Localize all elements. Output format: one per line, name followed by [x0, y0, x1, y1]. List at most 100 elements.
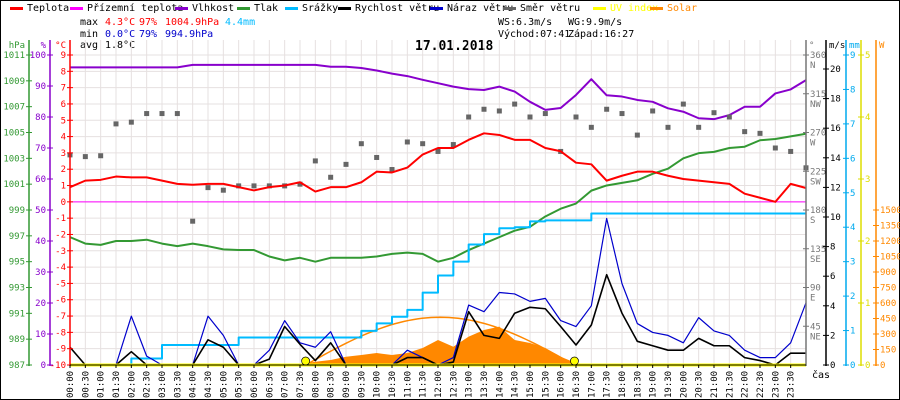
direction-unit-label: ° [809, 41, 814, 51]
x-tick-label: 11:00 [403, 371, 413, 398]
temperature-tick-label: 6 [61, 100, 66, 110]
wind-direction-point [220, 187, 226, 193]
pressure-tick-label: 1003 [3, 154, 25, 164]
x-tick-label: 08:00 [311, 371, 321, 398]
x-tick-label: 06:00 [250, 371, 260, 398]
wind-speed-tick-label: 20 [830, 65, 841, 75]
wind-direction-point [772, 145, 778, 151]
wind-direction-point [190, 218, 196, 224]
solar-tick-label: 150 [880, 346, 896, 356]
wind-direction-point [159, 111, 165, 117]
legend-swatch [338, 7, 351, 10]
wind-direction-point [634, 132, 640, 138]
direction-tick-label: 90 [810, 284, 821, 294]
stat-wind-gust-max: WG:9.9m/s [568, 17, 623, 28]
uv-tick-label: 0 [865, 361, 870, 371]
wind-speed-tick-label: 8 [830, 243, 835, 253]
wind-direction-point [435, 148, 441, 154]
legend-label: Srážky [302, 3, 339, 14]
x-tick-label: 15:30 [541, 371, 551, 398]
wind-direction-point [297, 181, 303, 187]
humidity-tick-label: 20 [35, 299, 46, 309]
sunrise-marker [301, 356, 310, 366]
wind-direction-point [128, 119, 134, 125]
stat-max-humidity: 97% [139, 17, 158, 28]
pressure-tick-label: 993 [9, 284, 25, 294]
temperature-tick-label: -4 [55, 263, 66, 273]
x-tick-label: 12:00 [434, 371, 444, 398]
x-tick-label: 17:30 [603, 371, 613, 398]
solar-area [70, 326, 806, 365]
solar-tick-label: 0 [880, 361, 885, 371]
x-tick-label: 00:00 [66, 371, 76, 398]
pressure-tick-label: 991 [9, 309, 25, 319]
wind-speed-tick-label: 4 [830, 302, 835, 312]
direction-tick-label: 270 [810, 129, 826, 139]
solar-tick-label: 300 [880, 330, 896, 340]
solar-tick-label: 1350 [880, 222, 900, 232]
stat-min-label: min [80, 29, 99, 40]
x-tick-label: 13:30 [480, 371, 490, 398]
x-tick-label: 17:00 [587, 371, 597, 398]
wind-direction-point [113, 121, 119, 127]
wind-speed-tick-label: 10 [830, 213, 841, 223]
x-tick-label: 05:00 [219, 371, 229, 398]
wind-speed-tick-label: 2 [830, 331, 835, 341]
wind-direction-point [619, 111, 625, 117]
x-tick-label: 21:30 [725, 371, 735, 398]
temperature-line [69, 132, 807, 203]
wind-direction-point [542, 111, 548, 117]
stat-sunrise: Východ:07:41 [498, 29, 571, 40]
x-tick-label: 13:00 [465, 371, 475, 398]
temperature-tick-label: -5 [55, 279, 66, 289]
x-tick-label: 03:30 [173, 371, 183, 398]
wind-direction-point [573, 114, 579, 120]
wind-direction-point [588, 124, 594, 130]
temperature-unit-label: °C [55, 41, 66, 51]
x-tick-label: 03:00 [158, 371, 168, 398]
wind-speed-tick-label: 16 [830, 124, 841, 134]
pressure-tick-label: 987 [9, 361, 25, 371]
wind-direction-point [665, 124, 671, 130]
stat-avg-label: avg [80, 40, 99, 51]
humidity-tick-label: 70 [35, 144, 46, 154]
wind-direction-point [420, 141, 426, 147]
chart-title: 17.01.2018 [415, 39, 494, 54]
wind-direction-point [757, 130, 763, 136]
temperature-tick-label: 0 [61, 198, 66, 208]
x-tick-label: 19:30 [664, 371, 674, 398]
stat-min-pressure: 994.9hPa [165, 29, 214, 40]
solar-tick-label: 450 [880, 315, 896, 325]
stat-avg-temp: 1.8°C [105, 40, 136, 51]
stat-sunset: Západ:16:27 [568, 29, 635, 40]
humidity-tick-label: 40 [35, 237, 46, 247]
humidity-tick-label: 30 [35, 268, 46, 278]
humidity-unit-label: % [41, 41, 47, 51]
rain-tick-label: 7 [850, 120, 855, 130]
legend-item: Vlhkost [175, 3, 234, 14]
legend-swatch [70, 7, 83, 10]
wind-direction-point [650, 108, 656, 114]
legend-swatch [10, 7, 23, 10]
rain-tick-label: 3 [850, 258, 855, 268]
x-tick-label: 02:30 [143, 371, 153, 398]
direction-tick-label: 135 [810, 245, 826, 255]
uv-tick-label: 5 [865, 51, 870, 61]
direction-compass-label: E [810, 294, 815, 304]
x-tick-label: 14:30 [511, 371, 521, 398]
wind-speed-tick-label: 18 [830, 95, 841, 105]
pressure-tick-label: 989 [9, 335, 25, 345]
x-tick-label: 15:00 [526, 371, 536, 398]
legend-label: Náraz větru [447, 3, 514, 14]
legend-label: Teplota [27, 3, 70, 14]
x-tick-label: 19:00 [649, 371, 659, 398]
x-axis-label: čas [812, 370, 831, 381]
x-tick-label: 21:00 [710, 371, 720, 398]
wind-direction-point [512, 101, 518, 107]
direction-compass-label: N [810, 61, 815, 71]
direction-compass-label: SE [810, 255, 821, 265]
direction-compass-label: SW [810, 177, 821, 187]
humidity-tick-label: 60 [35, 175, 46, 185]
x-tick-label: 00:30 [81, 371, 91, 398]
wind-direction-point [343, 161, 349, 167]
